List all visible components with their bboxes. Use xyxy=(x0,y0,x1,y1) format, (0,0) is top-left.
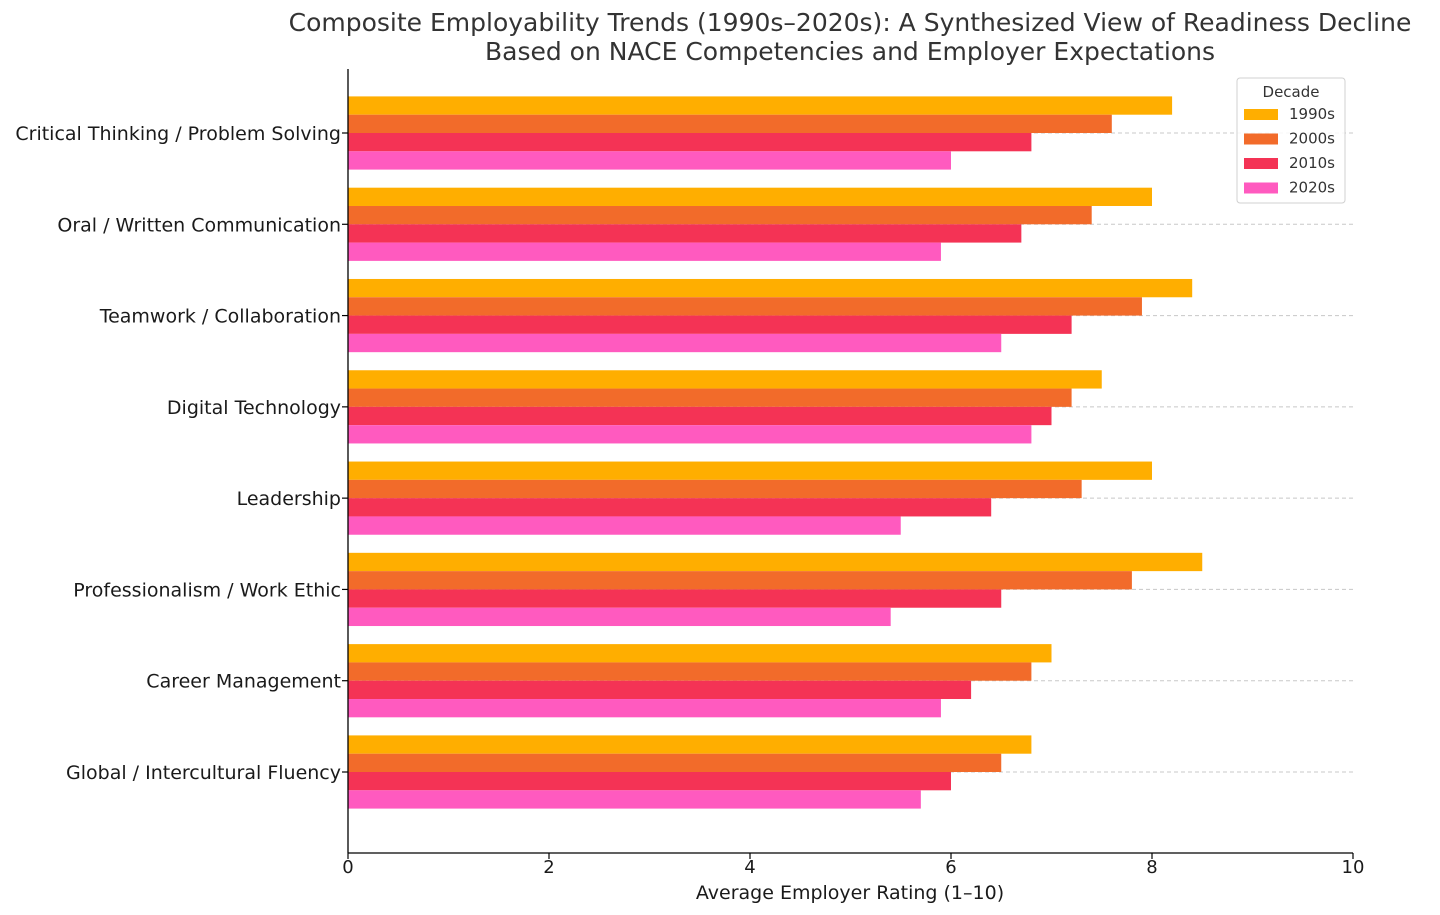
bar-1990s xyxy=(348,552,1203,572)
legend-swatch-2020s xyxy=(1244,182,1278,194)
legend-label-2000s: 2000s xyxy=(1289,130,1335,148)
legend-swatch-2000s xyxy=(1244,133,1278,145)
bar-2000s xyxy=(348,388,1072,407)
legend-swatch-1990s xyxy=(1244,109,1278,120)
bar-2010s xyxy=(348,589,1002,608)
bar-2010s xyxy=(348,315,1072,334)
bar-2020s xyxy=(348,790,921,809)
legend-label-1990s: 1990s xyxy=(1289,105,1335,123)
chart-title-line-1: Composite Employability Trends (1990s–20… xyxy=(289,8,1412,37)
category-label: Career Management xyxy=(146,671,341,693)
bar-2010s xyxy=(348,680,972,700)
bar-2020s xyxy=(348,333,1002,353)
bar-2000s xyxy=(348,114,1112,133)
x-axis-label: Average Employer Rating (1–10) xyxy=(696,882,1004,904)
x-axis-ticks: 0 2 4 6 8 10 xyxy=(342,853,1364,878)
bar-2000s xyxy=(348,753,1002,772)
bar-1990s xyxy=(348,96,1173,115)
x-tick-label: 4 xyxy=(744,857,755,878)
bar-2000s xyxy=(348,297,1142,316)
bar-2000s xyxy=(348,479,1082,499)
bar-2010s xyxy=(348,772,951,791)
x-tick-label: 8 xyxy=(1146,857,1157,878)
category-labels: Critical Thinking / Problem Solving Oral … xyxy=(15,123,348,784)
category-label: Digital Technology xyxy=(167,397,341,419)
bar-1990s xyxy=(348,278,1193,298)
bar-2020s xyxy=(348,699,941,718)
category-label: Professionalism / Work Ethic xyxy=(73,579,341,601)
legend-swatch-2010s xyxy=(1244,158,1278,169)
bar-2020s xyxy=(348,425,1032,444)
chart-title-line-2: Based on NACE Competencies and Employer … xyxy=(485,37,1215,66)
x-tick-label: 6 xyxy=(945,857,956,878)
legend: Decade 1990s 2000s 2010s 2020s xyxy=(1236,77,1346,204)
category-label: Global / Intercultural Fluency xyxy=(66,762,341,784)
bar-1990s xyxy=(348,735,1032,754)
bar-2020s xyxy=(348,151,951,170)
bar-2000s xyxy=(348,662,1032,681)
bar-2010s xyxy=(348,224,1022,243)
legend-label-2010s: 2010s xyxy=(1289,154,1335,172)
category-label: Critical Thinking / Problem Solving xyxy=(15,123,341,145)
bar-2010s xyxy=(348,133,1032,152)
bar-2000s xyxy=(348,205,1092,225)
bar-1990s xyxy=(348,370,1102,389)
bar-2010s xyxy=(348,406,1052,426)
bar-1990s xyxy=(348,187,1152,206)
bar-1990s xyxy=(348,461,1152,480)
category-label: Leadership xyxy=(237,488,341,510)
x-tick-label: 0 xyxy=(342,857,353,878)
axes xyxy=(347,69,1353,854)
x-tick-label: 2 xyxy=(543,857,554,878)
category-label: Oral / Written Communication xyxy=(57,214,341,236)
legend-label-2020s: 2020s xyxy=(1289,179,1335,197)
bar-2020s xyxy=(348,607,891,627)
bar-2020s xyxy=(348,516,901,535)
category-label: Teamwork / Collaboration xyxy=(99,306,341,328)
x-tick-label: 10 xyxy=(1342,857,1365,878)
bar-2010s xyxy=(348,498,992,517)
bars xyxy=(348,96,1203,809)
bar-1990s xyxy=(348,644,1052,663)
chart-title: Composite Employability Trends (1990s–20… xyxy=(289,8,1412,66)
legend-title: Decade xyxy=(1263,83,1320,101)
bar-2020s xyxy=(348,242,941,261)
bar-2000s xyxy=(348,571,1132,590)
legend-items: 1990s 2000s 2010s 2020s xyxy=(1244,105,1335,197)
